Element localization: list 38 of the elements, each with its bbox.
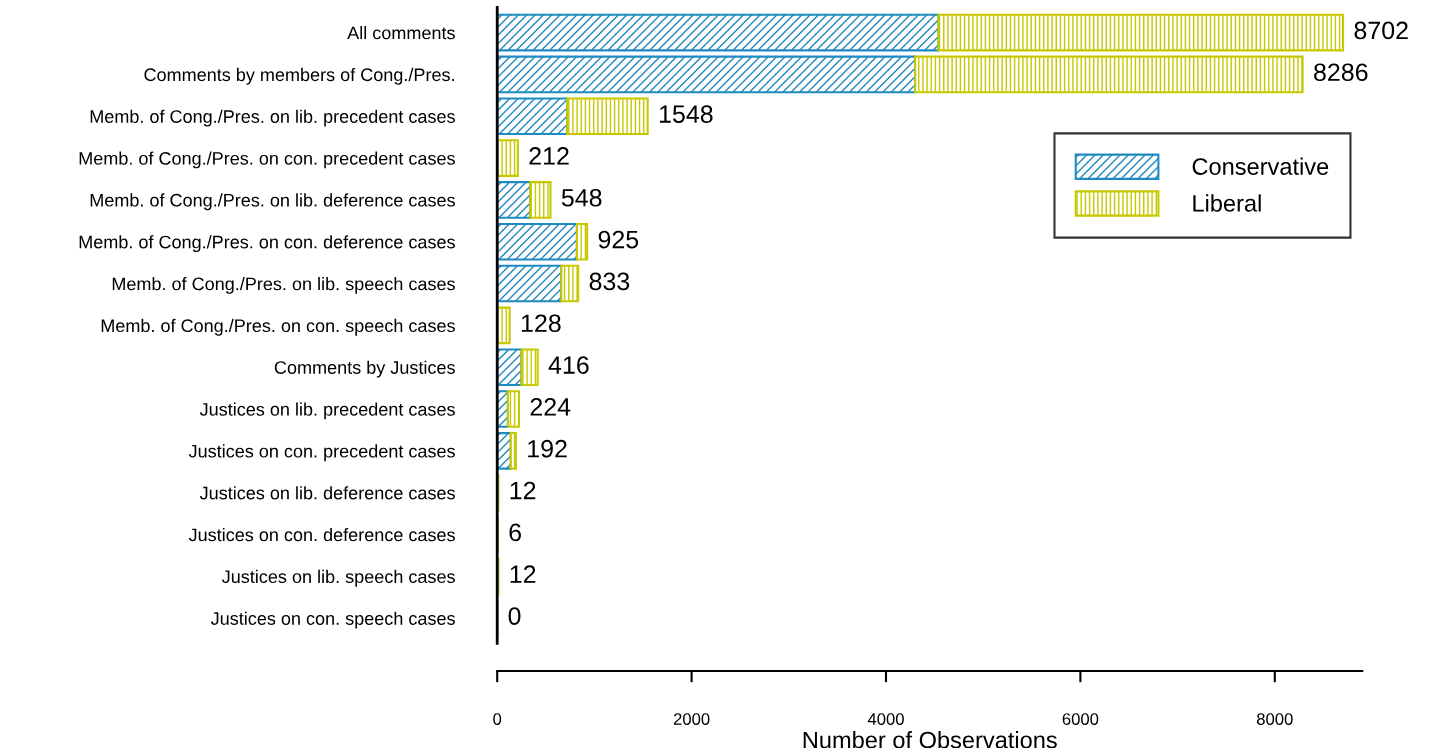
x-tick-label: 4000 [867, 713, 904, 725]
total-label: 8702 [1354, 21, 1408, 40]
legend-label: Conservative [1192, 157, 1329, 175]
y-tick-label: Justices on con. deference cases [188, 527, 455, 542]
legend-label: Liberal [1193, 194, 1261, 212]
total-label: 224 [530, 398, 571, 416]
y-tick-label: Justices on con. precedent cases [188, 444, 455, 462]
x-axis-title: Number of Observations [803, 731, 1057, 748]
total-label: 1548 [659, 105, 713, 123]
total-label: 128 [521, 314, 561, 333]
y-tick-label: Memb. of Cong./Pres. on con. precedent cases [79, 151, 455, 169]
y-tick-label: Justices on lib. deference cases [199, 486, 455, 500]
y-tick-label: Justices on lib. speech cases [221, 569, 455, 587]
total-label: 12 [510, 481, 536, 500]
total-label: 0 [508, 607, 521, 625]
total-label: 6 [509, 523, 521, 542]
x-tick-label: 2000 [673, 713, 710, 725]
total-label: 416 [548, 356, 589, 374]
y-tick-label: Justices on lib. precedent cases [199, 402, 455, 420]
total-label: 192 [528, 439, 567, 458]
x-tick-label: 8000 [1256, 713, 1293, 725]
total-label: 12 [510, 565, 536, 583]
y-tick-label: Memb. of Cong./Pres. on con. speech cases [101, 318, 455, 336]
y-tick-label: Comments by members of Cong./Pres. [144, 67, 454, 85]
x-tick-label: 0 [493, 713, 502, 725]
y-tick-label: All comments [347, 26, 455, 40]
total-label: 212 [529, 147, 569, 165]
y-tick-label: Memb. of Cong./Pres. on con. deference cases [79, 235, 455, 253]
y-tick-label: Memb. of Cong./Pres. on lib. precedent cases [90, 109, 455, 127]
total-label: 833 [589, 272, 630, 291]
total-label: 925 [598, 230, 639, 249]
y-tick-label: Comments by Justices [274, 360, 455, 378]
x-tick-label: 6000 [1062, 713, 1099, 725]
total-label: 8286 [1314, 63, 1368, 82]
total-label: 548 [561, 188, 602, 207]
y-tick-label: Memb. of Cong./Pres. on lib. speech cases [112, 277, 455, 294]
y-tick-label: Memb. of Cong./Pres. on lib. deference cases [90, 193, 455, 211]
y-tick-label: Justices on con. speech cases [210, 611, 455, 629]
